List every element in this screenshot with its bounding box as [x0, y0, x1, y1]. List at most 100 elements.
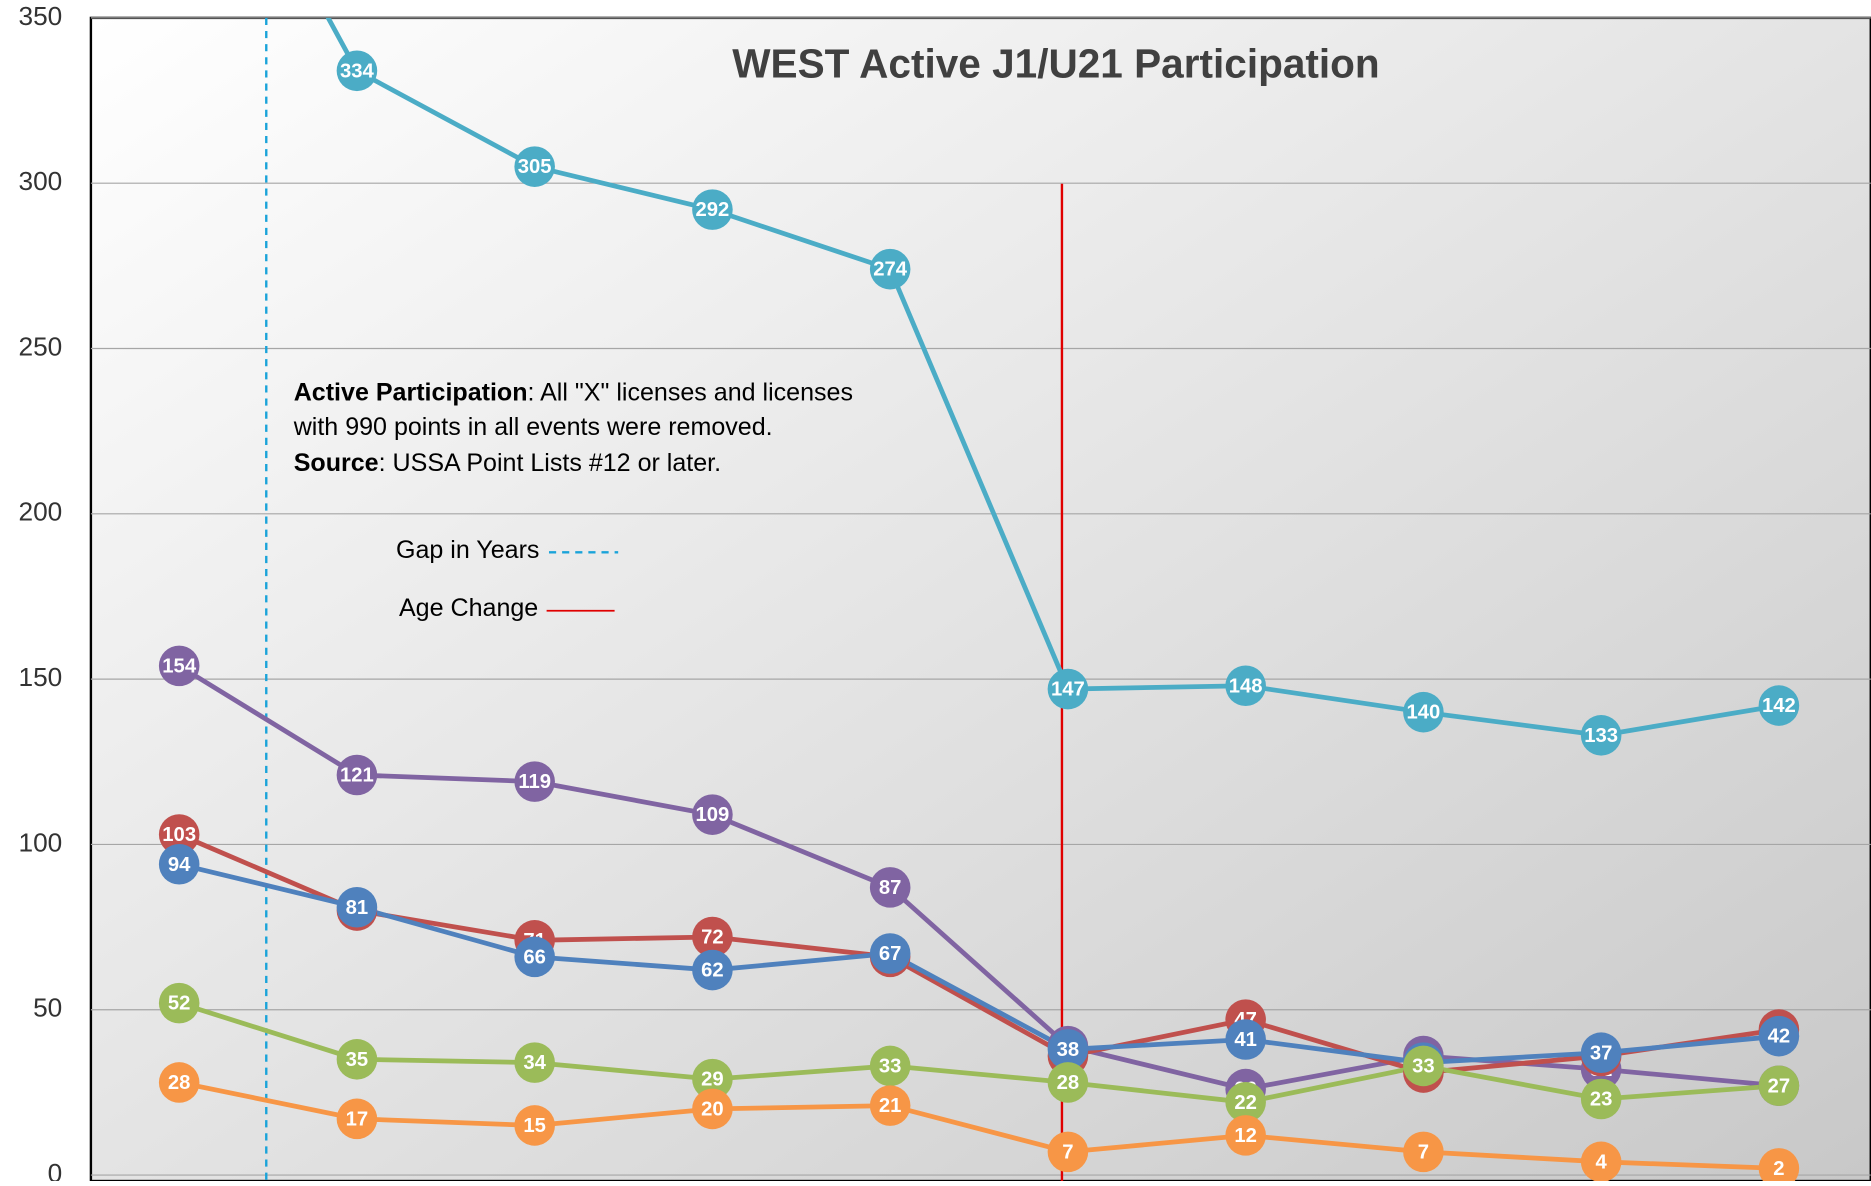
- data-label: 35: [346, 1049, 369, 1071]
- data-label: 37: [1590, 1042, 1613, 1064]
- data-point: [1403, 1045, 1444, 1087]
- data-point: [1047, 1062, 1089, 1103]
- data-label: 38: [1057, 1039, 1080, 1061]
- data-point: [336, 1098, 378, 1140]
- note-bold: Source: [294, 449, 379, 477]
- y-tick-label: 350: [18, 1, 62, 31]
- y-tick-label: 100: [18, 827, 62, 857]
- data-label: 27: [1768, 1075, 1791, 1097]
- chart-title: WEST Active J1/U21 Participation: [732, 41, 1379, 87]
- y-tick-label: 50: [33, 993, 62, 1023]
- y-tick-label: 200: [18, 497, 62, 527]
- data-point: [1758, 1065, 1800, 1107]
- data-label: 52: [168, 993, 191, 1015]
- data-label: 140: [1407, 702, 1441, 724]
- data-point: [692, 1058, 733, 1100]
- data-label: 305: [518, 156, 552, 178]
- data-label: 33: [879, 1055, 902, 1077]
- y-tick-label: 0: [48, 1158, 63, 1181]
- data-point: [1758, 1015, 1800, 1057]
- data-point: [869, 933, 911, 974]
- data-label: 148: [1229, 675, 1263, 697]
- data-label: 7: [1418, 1141, 1429, 1163]
- data-label: 7: [1062, 1141, 1073, 1163]
- data-label: 142: [1762, 695, 1796, 717]
- data-label: 133: [1584, 725, 1618, 747]
- data-point: [692, 1088, 733, 1130]
- data-point: [1580, 1078, 1622, 1120]
- data-label: 4: [1596, 1151, 1608, 1173]
- note-line: Active Participation: All "X" licenses a…: [294, 378, 853, 406]
- data-point: [869, 248, 911, 290]
- y-tick-label: 250: [18, 331, 62, 361]
- data-point: [514, 761, 555, 802]
- note-text: : USSA Point Lists #12 or later.: [379, 449, 721, 477]
- data-label: 292: [696, 199, 730, 221]
- data-label: 274: [873, 259, 908, 281]
- data-label: 33: [1412, 1055, 1435, 1077]
- data-point: [1225, 665, 1266, 707]
- data-point: [514, 936, 555, 978]
- age-label: Age Change: [399, 594, 538, 622]
- data-point: [336, 754, 378, 796]
- data-point: [158, 843, 200, 885]
- data-label: 15: [523, 1115, 546, 1137]
- data-label: 66: [523, 946, 546, 968]
- data-point: [158, 645, 200, 687]
- data-label: 103: [162, 824, 196, 846]
- data-label: 154: [162, 655, 197, 677]
- data-label: 41: [1234, 1029, 1257, 1051]
- series-line: [178, 1080, 1779, 1171]
- data-label: 20: [701, 1098, 724, 1120]
- series-line: [325, 17, 1780, 738]
- series-line: [178, 861, 1780, 1066]
- data-point: [336, 1039, 378, 1080]
- data-label: 94: [168, 854, 191, 876]
- data-label: 17: [346, 1108, 369, 1130]
- data-point: [1580, 715, 1622, 756]
- data-point: [1047, 1131, 1089, 1173]
- data-point: [514, 146, 555, 187]
- y-tick-label: 150: [18, 662, 62, 692]
- data-point: [1758, 1148, 1800, 1181]
- data-point: [692, 189, 733, 230]
- data-point: [1225, 1082, 1266, 1123]
- data-point: [1580, 1032, 1622, 1073]
- data-point: [1758, 685, 1800, 726]
- note-line: with 990 points in all events were remov…: [293, 413, 773, 441]
- data-label: 42: [1768, 1026, 1791, 1048]
- data-point: [869, 1045, 911, 1087]
- data-point: [336, 50, 378, 92]
- data-point: [1225, 1019, 1266, 1060]
- data-label: 21: [879, 1095, 902, 1117]
- data-point: [514, 1105, 555, 1146]
- data-label: 81: [346, 897, 369, 919]
- data-label: 87: [879, 877, 902, 899]
- data-label: 147: [1051, 679, 1085, 701]
- data-label: 109: [696, 804, 730, 826]
- data-point: [1580, 1141, 1622, 1181]
- series-line: [178, 832, 1780, 1075]
- data-point: [869, 1085, 911, 1126]
- data-point: [692, 949, 733, 991]
- data-point: [514, 1042, 555, 1083]
- note-bold: Active Participation: [294, 378, 528, 406]
- data-label: 29: [701, 1069, 724, 1091]
- data-label: 2: [1773, 1158, 1784, 1180]
- data-label: 334: [340, 60, 375, 82]
- data-point: [869, 867, 911, 908]
- data-label: 28: [168, 1072, 191, 1094]
- data-label: 121: [340, 765, 374, 787]
- data-label: 72: [701, 927, 724, 949]
- data-point: [1403, 1131, 1444, 1173]
- data-point: [1047, 668, 1089, 710]
- data-point: [158, 814, 200, 855]
- data-point: [158, 982, 200, 1024]
- data-label: 34: [523, 1052, 546, 1074]
- data-point: [158, 1062, 200, 1103]
- gap-label: Gap in Years: [396, 536, 539, 564]
- data-point: [1403, 691, 1444, 733]
- data-point: [1225, 1115, 1266, 1156]
- note-text: : All "X" licenses and licenses: [528, 378, 853, 406]
